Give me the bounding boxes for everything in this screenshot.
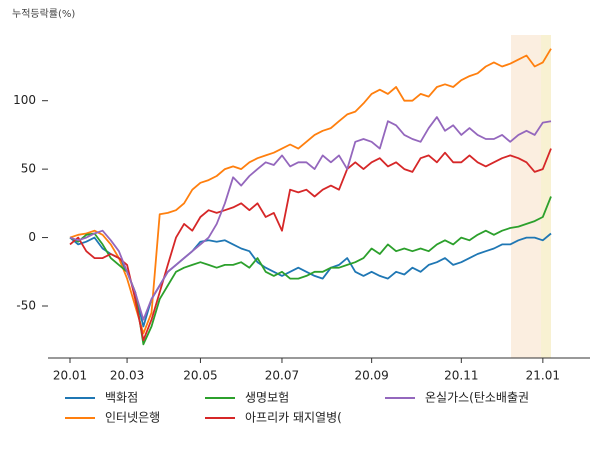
x-tick-label: 20.05 [183, 369, 217, 383]
chart-title: 누적등락률(%) [12, 8, 75, 20]
line [69, 116, 552, 321]
x-tick-label: 20.03 [110, 369, 144, 383]
y-tick-label: 50 [21, 162, 36, 176]
legend-label: 생명보험 [245, 391, 289, 405]
line [69, 48, 552, 335]
legend-label: 인터넷은행 [105, 410, 160, 425]
x-tick-label: 20.07 [265, 369, 299, 383]
y-tick-label: -50 [16, 298, 36, 312]
y-tick-label: 100 [13, 93, 36, 107]
highlight-band [511, 35, 541, 358]
legend-label: 백화점 [105, 391, 138, 405]
legend-label: 온실가스(탄소배출권 [425, 391, 529, 405]
x-tick-label: 20.01 [53, 369, 87, 383]
legend-label: 아프리카 돼지열병( [245, 411, 342, 425]
x-tick-label: 21.01 [526, 369, 560, 383]
line [69, 148, 552, 342]
x-tick-label: 20.09 [354, 369, 388, 383]
y-tick-label: 0 [28, 230, 36, 244]
x-tick-label: 20.11 [444, 369, 478, 383]
highlight-band [541, 35, 551, 358]
line [69, 196, 552, 346]
